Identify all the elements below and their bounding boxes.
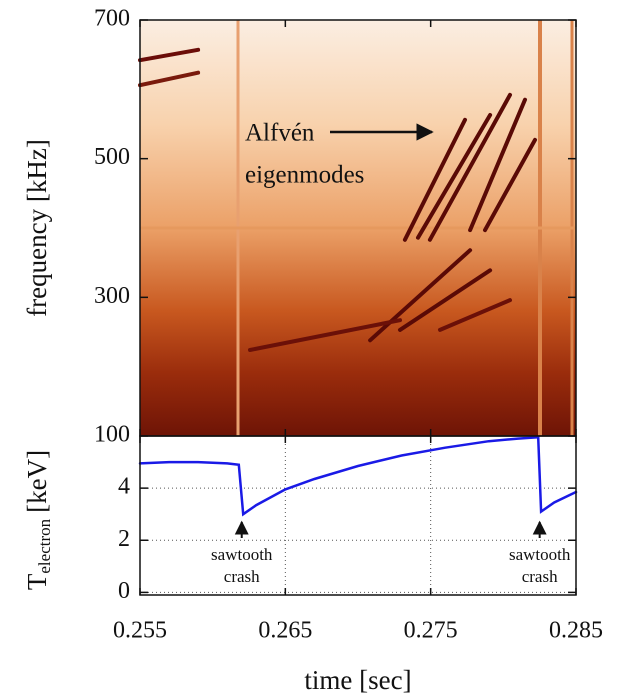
data-line [416,113,493,240]
x-tick-label: 0.285 [549,618,603,644]
annotation: sawtooth [509,545,571,564]
annotation: crash [522,567,558,586]
plot-frame [139,435,577,596]
y-axis-label: frequency [kHz] [22,139,52,317]
x-axis-label: time [sec] [304,665,411,695]
x-tick-label: 0.275 [404,618,458,644]
temperature-plot: 0 2 4 0.255 0.265 0.275 0.285 sawtooth crash sawt… [113,435,603,644]
y-label-main: T [22,573,52,590]
data-line [398,268,493,332]
data-line [138,435,578,517]
data-line [138,70,201,88]
data-line [368,248,473,343]
y-tick-label: 500 [94,144,130,170]
y-tick-label: 300 [94,283,130,309]
y-label-unit: [keV] [22,450,52,513]
x-tick-label: 0.265 [258,618,312,644]
y-tick-label: 700 [94,6,130,32]
data-line [427,92,512,242]
y-tick-label: 4 [118,474,130,500]
annotation: eigenmodes [245,162,364,189]
data-line [138,47,201,63]
data-line [483,137,537,233]
annotation: sawtooth [211,545,273,564]
data-line [248,318,402,352]
annotation: crash [224,567,260,586]
y-tick-label: 0 [118,578,130,604]
y-axis-label: Telectron [keV] [22,450,54,590]
data-line [402,117,467,242]
y-label-sub: electron [35,518,54,573]
x-tick-label: 0.255 [113,618,167,644]
y-tick-label: 100 [94,422,130,448]
data-line [468,97,527,233]
annotation: Alfvén [245,120,315,147]
y-tick-label: 2 [118,526,130,552]
data-line [438,298,512,332]
